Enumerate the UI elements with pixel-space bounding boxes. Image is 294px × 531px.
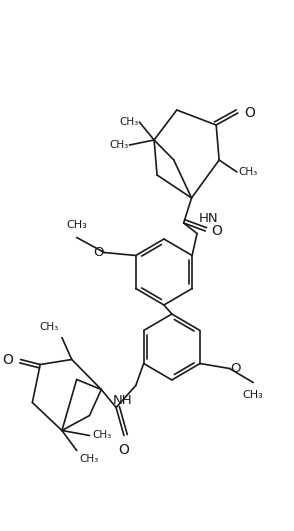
Text: CH₃: CH₃ [243,390,263,399]
Text: O: O [2,353,13,366]
Text: CH₃: CH₃ [92,431,112,441]
Text: HN: HN [199,212,219,226]
Text: CH₃: CH₃ [80,453,99,464]
Text: CH₃: CH₃ [40,322,59,332]
Text: O: O [93,246,103,259]
Text: CH₃: CH₃ [119,117,138,127]
Text: O: O [118,443,129,458]
Text: CH₃: CH₃ [66,220,87,230]
Text: O: O [244,106,255,120]
Text: O: O [230,362,241,375]
Text: CH₃: CH₃ [109,140,128,150]
Text: NH: NH [113,393,133,407]
Text: O: O [211,224,222,238]
Text: CH₃: CH₃ [239,167,258,177]
